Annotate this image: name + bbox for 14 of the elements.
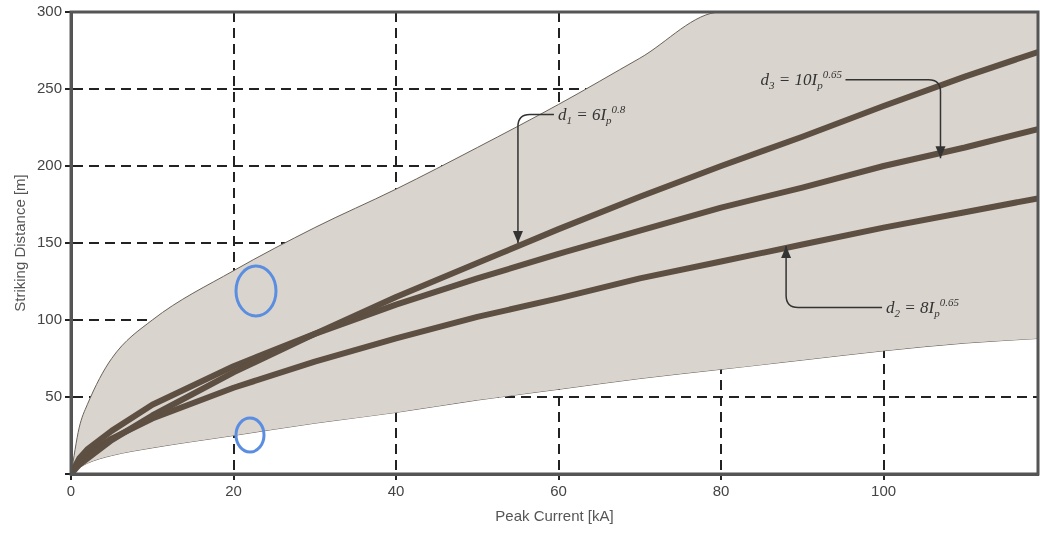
y-tick-label: 50 [45,387,63,405]
x-axis-title: Peak Current [kA] [495,507,614,525]
x-tick-label: 60 [550,482,567,500]
x-tick-label: 80 [712,482,730,500]
y-axis-title: Striking Distance [m] [11,174,29,312]
x-tick-label: 0 [66,482,76,500]
y-tick-label: 100 [37,310,63,328]
x-tick-label: 100 [871,482,897,500]
y-tick-label: 200 [37,156,63,174]
y-tick-label: 150 [37,233,63,251]
y-tick-label: 300 [37,2,63,20]
x-tick-label: 40 [387,482,405,500]
y-tick-label: 250 [37,79,63,97]
x-tick-label: 20 [225,482,242,500]
